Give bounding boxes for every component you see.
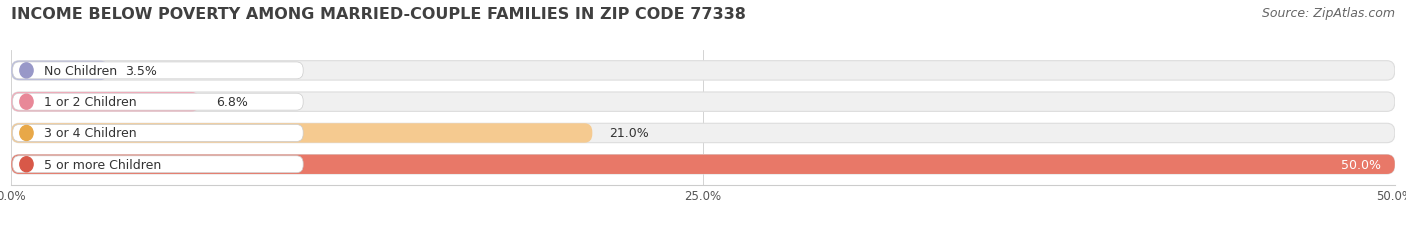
FancyBboxPatch shape	[11, 61, 1395, 81]
Circle shape	[20, 126, 34, 141]
Text: 21.0%: 21.0%	[609, 127, 648, 140]
Circle shape	[20, 95, 34, 110]
FancyBboxPatch shape	[13, 156, 304, 173]
FancyBboxPatch shape	[13, 63, 304, 79]
FancyBboxPatch shape	[13, 94, 304, 111]
Text: 3 or 4 Children: 3 or 4 Children	[45, 127, 136, 140]
FancyBboxPatch shape	[13, 125, 304, 142]
Circle shape	[20, 64, 34, 79]
Text: No Children: No Children	[45, 65, 118, 78]
FancyBboxPatch shape	[11, 93, 200, 112]
FancyBboxPatch shape	[11, 93, 1395, 112]
Text: 6.8%: 6.8%	[217, 96, 247, 109]
FancyBboxPatch shape	[11, 61, 108, 81]
Text: 1 or 2 Children: 1 or 2 Children	[45, 96, 136, 109]
FancyBboxPatch shape	[11, 155, 1395, 174]
Circle shape	[20, 157, 34, 172]
Text: 3.5%: 3.5%	[125, 65, 156, 78]
FancyBboxPatch shape	[11, 155, 1395, 174]
Text: INCOME BELOW POVERTY AMONG MARRIED-COUPLE FAMILIES IN ZIP CODE 77338: INCOME BELOW POVERTY AMONG MARRIED-COUPL…	[11, 7, 747, 22]
FancyBboxPatch shape	[11, 124, 592, 143]
Text: Source: ZipAtlas.com: Source: ZipAtlas.com	[1261, 7, 1395, 20]
Text: 5 or more Children: 5 or more Children	[45, 158, 162, 171]
FancyBboxPatch shape	[11, 124, 1395, 143]
Text: 50.0%: 50.0%	[1341, 158, 1381, 171]
